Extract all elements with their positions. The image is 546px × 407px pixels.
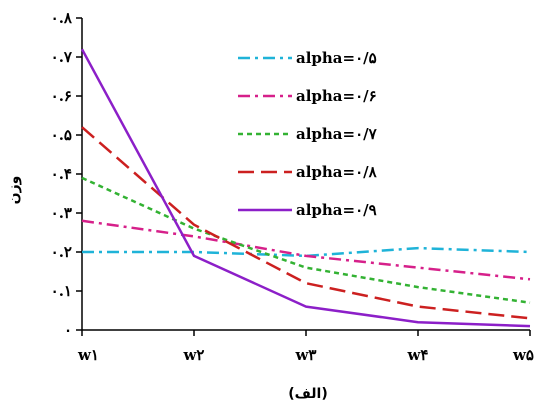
y-tick-label: ۰.۷ — [51, 48, 73, 66]
legend-label: alpha=۰/۵ — [296, 49, 377, 67]
legend-label: alpha=۰/۷ — [296, 125, 378, 143]
legend: alpha=۰/۵ alpha=۰/۶ alpha=۰/۷ alpha=۰/۸ alph… — [238, 49, 378, 219]
series-line — [81, 126, 531, 320]
series-layer — [80, 48, 531, 328]
y-tick-label: ۰.۴ — [51, 165, 72, 183]
x-tick-label: w۲ — [183, 346, 205, 364]
x-tick-label: w۱ — [77, 346, 99, 364]
y-tick-label: ۰.۳ — [51, 204, 72, 222]
x-tick-label: w۴ — [407, 346, 429, 364]
y-tick-label: ۰ — [64, 321, 72, 339]
legend-label: alpha=۰/۶ — [296, 87, 377, 105]
plot-area — [76, 17, 531, 336]
y-axis-title: وزن — [6, 176, 22, 205]
chart-caption: (الف) — [288, 386, 328, 402]
legend-label: alpha=۰/۸ — [296, 163, 378, 181]
y-tick-label: ۰.۲ — [51, 243, 72, 261]
series-line — [80, 48, 531, 328]
y-tick-label: ۰.۶ — [51, 87, 72, 105]
x-tick-label: w۳ — [295, 346, 317, 364]
y-tick-label: ۰.۸ — [51, 9, 73, 27]
legend-label: alpha=۰/۹ — [296, 201, 377, 219]
y-tick-label: ۰.۱ — [51, 282, 72, 300]
tick-labels: ۰ ۰.۱ ۰.۲ ۰.۳ ۰.۴ ۰.۵ ۰.۶ ۰.۷ ۰.۸ w۱ w۲ w۳ w۴ w۵ — [51, 9, 534, 364]
series-line — [81, 219, 531, 281]
y-tick-label: ۰.۵ — [51, 126, 72, 144]
series-line — [81, 176, 531, 304]
x-tick-label: w۵ — [512, 346, 534, 364]
